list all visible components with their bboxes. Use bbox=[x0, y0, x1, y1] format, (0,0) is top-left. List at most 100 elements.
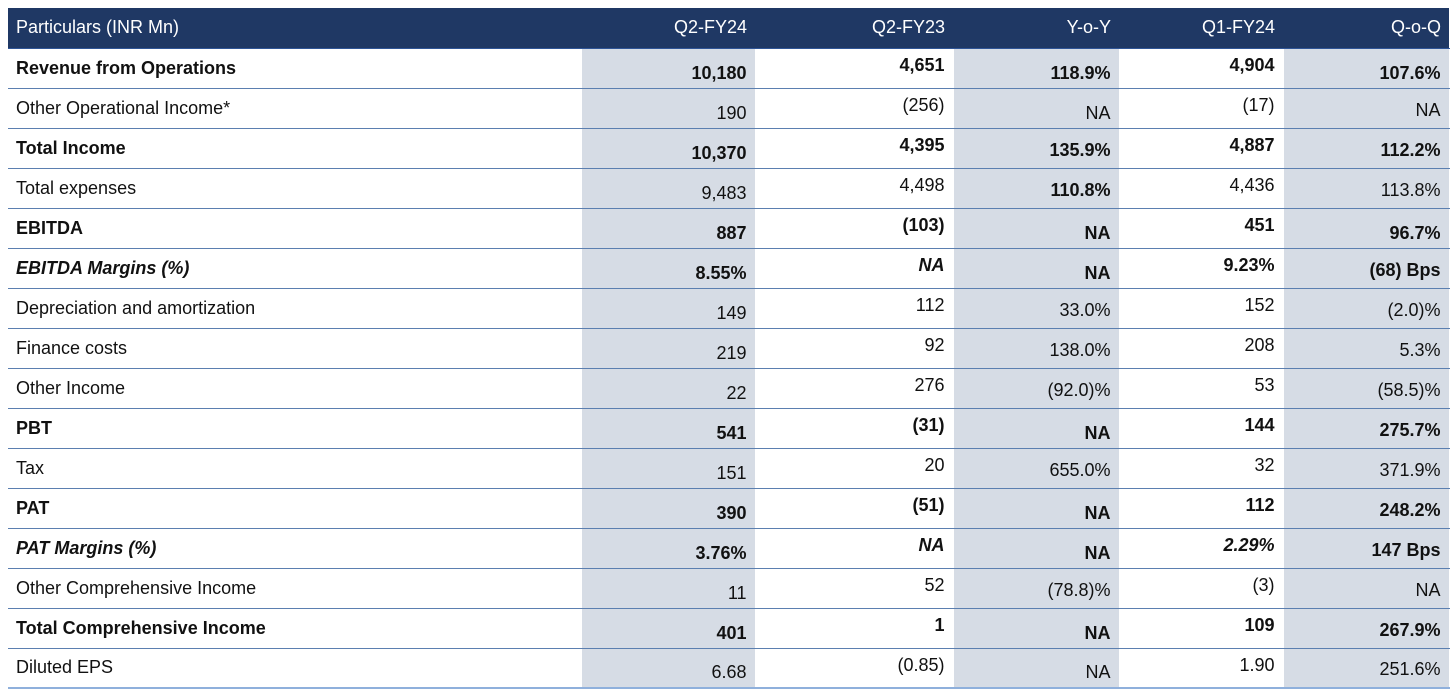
cell-q2fy23: (256) bbox=[755, 88, 953, 129]
cell-yoy: NA bbox=[952, 208, 1120, 249]
row-label: PBT bbox=[8, 408, 581, 449]
cell-q1fy24: 1.90 bbox=[1119, 648, 1283, 689]
cell-q1fy24: 9.23% bbox=[1119, 248, 1283, 289]
row-label: Total Income bbox=[8, 128, 581, 169]
header-q1fy24: Q1-FY24 bbox=[1119, 8, 1283, 49]
table-row: EBITDA 887 (103) NA 451 96.7% bbox=[8, 208, 1450, 249]
cell-q1fy24: 32 bbox=[1119, 448, 1283, 489]
cell-qoq: (2.0)% bbox=[1282, 288, 1450, 329]
row-label: Total expenses bbox=[8, 168, 581, 209]
cell-q2fy23: 112 bbox=[755, 288, 953, 329]
row-label: Tax bbox=[8, 448, 581, 489]
table-row: Total Income 10,370 4,395 135.9% 4,887 1… bbox=[8, 128, 1450, 169]
table-row: Other Operational Income* 190 (256) NA (… bbox=[8, 88, 1450, 129]
header-q2fy23: Q2-FY23 bbox=[755, 8, 953, 49]
cell-yoy: 33.0% bbox=[952, 288, 1120, 329]
cell-yoy: NA bbox=[952, 88, 1120, 129]
cell-q1fy24: 451 bbox=[1119, 208, 1283, 249]
cell-q2fy24: 3.76% bbox=[580, 528, 756, 569]
cell-q2fy23: (31) bbox=[755, 408, 953, 449]
cell-yoy: 118.9% bbox=[952, 48, 1120, 89]
cell-q2fy24: 219 bbox=[580, 328, 756, 369]
table-row: Other Comprehensive Income 11 52 (78.8)%… bbox=[8, 568, 1450, 609]
cell-qoq: 112.2% bbox=[1282, 128, 1450, 169]
row-label: Revenue from Operations bbox=[8, 48, 581, 89]
cell-q2fy24: 9,483 bbox=[580, 168, 756, 209]
table-row: Total Comprehensive Income 401 1 NA 109 … bbox=[8, 608, 1450, 649]
cell-q2fy24: 151 bbox=[580, 448, 756, 489]
cell-q2fy23: 4,651 bbox=[755, 48, 953, 89]
financial-results-table: Particulars (INR Mn) Q2-FY24 Q2-FY23 Y-o… bbox=[8, 8, 1450, 689]
header-yoy: Y-o-Y bbox=[953, 8, 1119, 49]
cell-q2fy24: 887 bbox=[580, 208, 756, 249]
cell-yoy: 655.0% bbox=[952, 448, 1120, 489]
cell-yoy: 110.8% bbox=[952, 168, 1120, 209]
row-label: PAT Margins (%) bbox=[8, 528, 581, 569]
row-label: Other Comprehensive Income bbox=[8, 568, 581, 609]
cell-q2fy23: 1 bbox=[755, 608, 953, 649]
cell-q1fy24: (17) bbox=[1119, 88, 1283, 129]
cell-q2fy23: (51) bbox=[755, 488, 953, 529]
cell-yoy: NA bbox=[952, 408, 1120, 449]
cell-q2fy24: 8.55% bbox=[580, 248, 756, 289]
cell-q2fy24: 10,180 bbox=[580, 48, 756, 89]
cell-q2fy23: 276 bbox=[755, 368, 953, 409]
table-row: Depreciation and amortization 149 112 33… bbox=[8, 288, 1450, 329]
table-row: EBITDA Margins (%) 8.55% NA NA 9.23% (68… bbox=[8, 248, 1450, 289]
cell-q2fy23: (0.85) bbox=[755, 648, 953, 689]
cell-q1fy24: 4,904 bbox=[1119, 48, 1283, 89]
cell-q1fy24: 109 bbox=[1119, 608, 1283, 649]
financial-results-table-container: Particulars (INR Mn) Q2-FY24 Q2-FY23 Y-o… bbox=[8, 8, 1450, 689]
table-row: Diluted EPS 6.68 (0.85) NA 1.90 251.6% bbox=[8, 648, 1450, 689]
cell-yoy: (92.0)% bbox=[952, 368, 1120, 409]
cell-qoq: 147 Bps bbox=[1282, 528, 1450, 569]
header-row: Particulars (INR Mn) Q2-FY24 Q2-FY23 Y-o… bbox=[8, 8, 1449, 49]
cell-q1fy24: 4,436 bbox=[1119, 168, 1283, 209]
cell-qoq: (68) Bps bbox=[1282, 248, 1450, 289]
header-q2fy24: Q2-FY24 bbox=[581, 8, 755, 49]
row-label: Diluted EPS bbox=[8, 648, 581, 689]
table-body: Revenue from Operations 10,180 4,651 118… bbox=[8, 48, 1450, 689]
table-row: Other Income 22 276 (92.0)% 53 (58.5)% bbox=[8, 368, 1450, 409]
cell-q2fy24: 22 bbox=[580, 368, 756, 409]
cell-q2fy24: 190 bbox=[580, 88, 756, 129]
cell-q2fy24: 149 bbox=[580, 288, 756, 329]
cell-qoq: NA bbox=[1282, 568, 1450, 609]
cell-qoq: 275.7% bbox=[1282, 408, 1450, 449]
cell-q2fy24: 10,370 bbox=[580, 128, 756, 169]
cell-q1fy24: 53 bbox=[1119, 368, 1283, 409]
cell-q2fy23: NA bbox=[755, 528, 953, 569]
cell-qoq: 107.6% bbox=[1282, 48, 1450, 89]
cell-qoq: (58.5)% bbox=[1282, 368, 1450, 409]
row-label: Total Comprehensive Income bbox=[8, 608, 581, 649]
row-label: Depreciation and amortization bbox=[8, 288, 581, 329]
table-header: Particulars (INR Mn) Q2-FY24 Q2-FY23 Y-o… bbox=[8, 8, 1449, 49]
row-label: EBITDA Margins (%) bbox=[8, 248, 581, 289]
cell-qoq: 113.8% bbox=[1282, 168, 1450, 209]
table-row: Total expenses 9,483 4,498 110.8% 4,436 … bbox=[8, 168, 1450, 209]
cell-yoy: NA bbox=[952, 488, 1120, 529]
cell-qoq: 267.9% bbox=[1282, 608, 1450, 649]
row-label: Other Operational Income* bbox=[8, 88, 581, 129]
cell-q1fy24: 144 bbox=[1119, 408, 1283, 449]
cell-q2fy23: 4,395 bbox=[755, 128, 953, 169]
cell-yoy: NA bbox=[952, 608, 1120, 649]
cell-q1fy24: 112 bbox=[1119, 488, 1283, 529]
cell-q1fy24: (3) bbox=[1119, 568, 1283, 609]
cell-yoy: NA bbox=[952, 248, 1120, 289]
cell-qoq: 5.3% bbox=[1282, 328, 1450, 369]
cell-q1fy24: 152 bbox=[1119, 288, 1283, 329]
row-label: Finance costs bbox=[8, 328, 581, 369]
cell-yoy: 135.9% bbox=[952, 128, 1120, 169]
cell-q1fy24: 208 bbox=[1119, 328, 1283, 369]
header-qoq: Q-o-Q bbox=[1283, 8, 1449, 49]
cell-yoy: (78.8)% bbox=[952, 568, 1120, 609]
row-label: Other Income bbox=[8, 368, 581, 409]
cell-q2fy23: 4,498 bbox=[755, 168, 953, 209]
row-label: EBITDA bbox=[8, 208, 581, 249]
table-row: PAT Margins (%) 3.76% NA NA 2.29% 147 Bp… bbox=[8, 528, 1450, 569]
row-label: PAT bbox=[8, 488, 581, 529]
cell-q1fy24: 4,887 bbox=[1119, 128, 1283, 169]
cell-q2fy24: 401 bbox=[580, 608, 756, 649]
cell-qoq: 96.7% bbox=[1282, 208, 1450, 249]
